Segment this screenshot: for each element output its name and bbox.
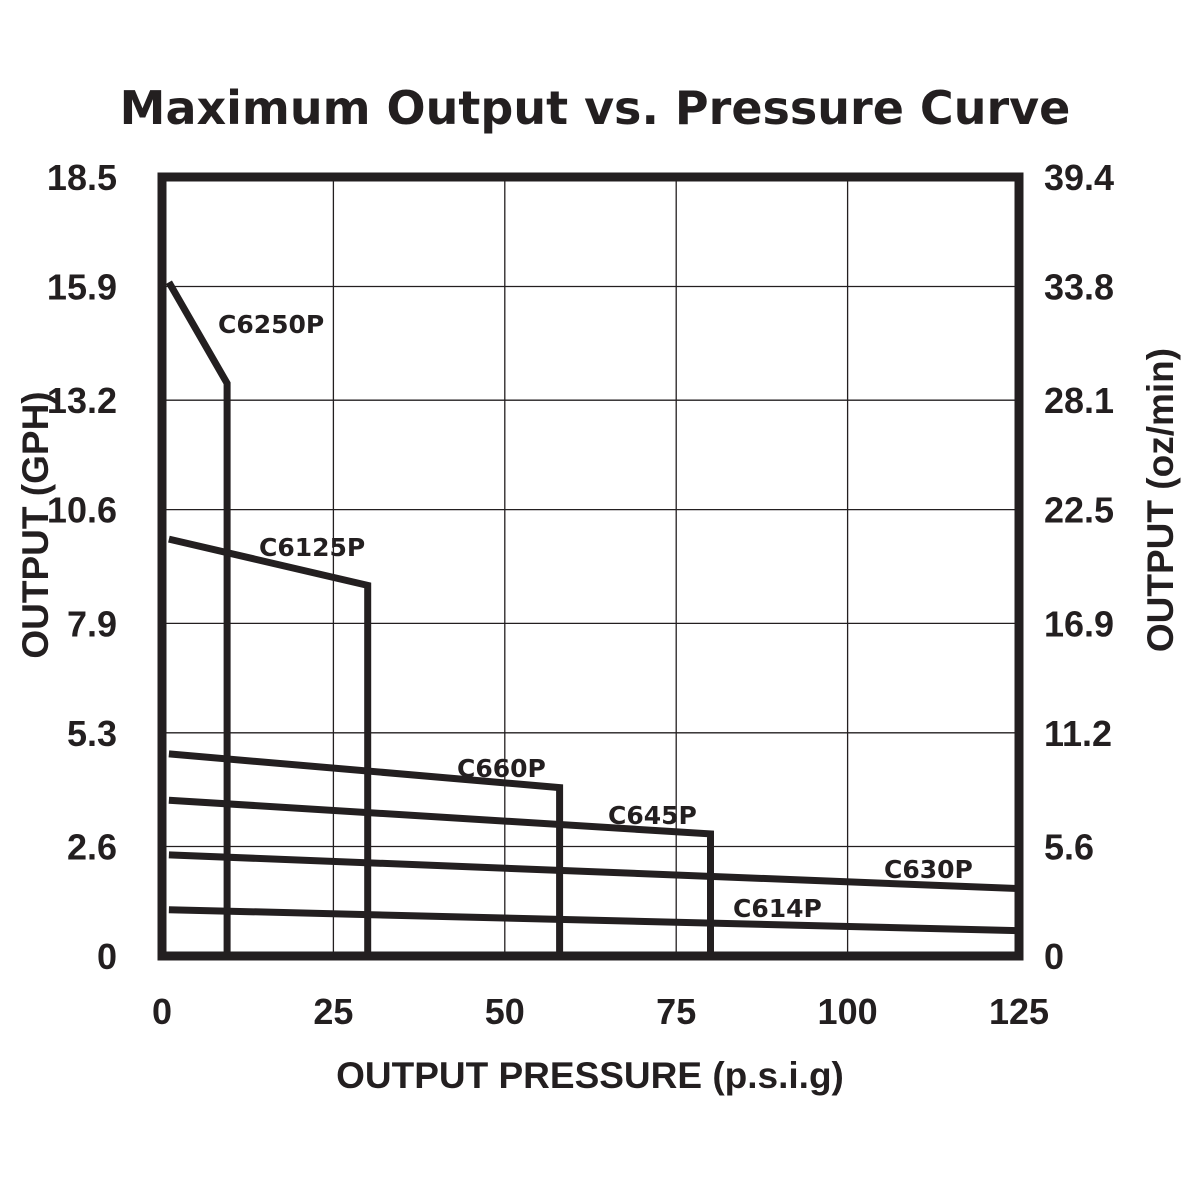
y-tick-label-left: 5.3	[67, 713, 117, 754]
series-label-c6125p: C6125P	[259, 533, 365, 562]
series-label-c645p: C645P	[608, 801, 697, 830]
series-line-c614p	[168, 906, 1020, 935]
grid	[162, 177, 1019, 956]
x-tick-label: 0	[152, 991, 172, 1032]
series-label-c630p: C630P	[884, 855, 973, 884]
y-tick-label-right: 5.6	[1044, 827, 1094, 868]
x-tick-label: 75	[656, 991, 696, 1032]
y-tick-label-left: 13.2	[47, 380, 117, 421]
series-line-c660p	[168, 750, 564, 956]
y-tick-label-right: 16.9	[1044, 603, 1114, 644]
chart-title: Maximum Output vs. Pressure Curve	[120, 81, 1071, 135]
y-tick-label-left: 7.9	[67, 603, 117, 644]
x-tick-label: 100	[818, 991, 878, 1032]
y-tick-label-right: 28.1	[1044, 380, 1114, 421]
y-tick-label-left: 2.6	[67, 827, 117, 868]
y-tick-label-left: 18.5	[47, 157, 117, 198]
x-tick-label: 25	[313, 991, 353, 1032]
y-tick-label-left: 0	[97, 936, 117, 977]
y-tick-label-left: 15.9	[47, 266, 117, 307]
x-axis-label: OUTPUT PRESSURE (p.s.i.g)	[336, 1055, 844, 1096]
y-axis-label-right: OUTPUT (oz/min)	[1140, 348, 1181, 652]
y-tick-label-right: 0	[1044, 936, 1064, 977]
y-tick-label-right: 11.2	[1044, 713, 1112, 754]
series-label-c614p: C614P	[733, 894, 822, 923]
y-tick-label-left: 10.6	[47, 490, 117, 531]
y-tick-label-right: 22.5	[1044, 490, 1114, 531]
series-label-c660p: C660P	[457, 754, 546, 783]
series-line-c630p	[168, 851, 1020, 893]
y-tick-label-right: 39.4	[1044, 157, 1114, 198]
series-label-c6250p: C6250P	[218, 310, 324, 339]
series-labels: C6250P C6125P C660P C645P C630P C614P	[218, 310, 973, 923]
curves	[165, 280, 1020, 956]
series-line-c6250p	[165, 280, 231, 956]
series-line-c645p	[168, 796, 714, 956]
series-line-c6125p	[168, 535, 372, 956]
y-axis-label-left: OUTPUT (GPH)	[15, 391, 56, 658]
x-tick-label: 125	[989, 991, 1049, 1032]
y-tick-label-right: 33.8	[1044, 266, 1114, 307]
plot-frame	[157, 172, 1024, 961]
x-tick-label: 50	[485, 991, 525, 1032]
